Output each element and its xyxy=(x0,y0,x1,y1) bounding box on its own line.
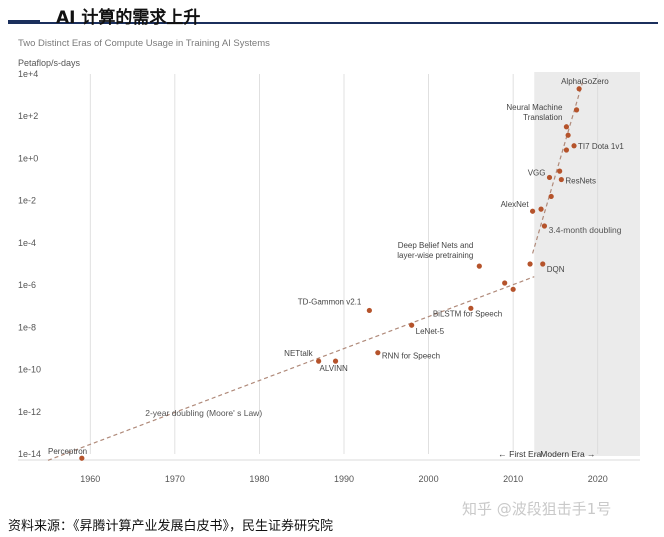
point-label: AlphaGoZero xyxy=(561,77,609,86)
chart-title: Two Distinct Eras of Compute Usage in Tr… xyxy=(18,38,270,49)
data-point xyxy=(565,132,571,138)
point-label: TI7 Dota 1v1 xyxy=(578,142,624,151)
y-tick-label: 1e-14 xyxy=(18,449,41,459)
point-label: TD-Gammon v2.1 xyxy=(298,297,362,306)
data-point xyxy=(332,358,339,364)
data-point xyxy=(366,307,372,314)
data-point xyxy=(563,147,570,153)
y-tick-label: 1e-4 xyxy=(18,238,36,248)
source-note: 资料来源：《昇腾计算产业发展白皮书》，民生证券研究院 xyxy=(8,519,334,534)
data-point xyxy=(548,193,554,200)
watermark: 知乎 @波段狙击手1号 xyxy=(462,500,612,518)
y-tick-label: 1e+0 xyxy=(18,153,38,163)
data-point xyxy=(468,305,474,311)
header-rule xyxy=(8,22,658,24)
data-point xyxy=(409,322,415,328)
y-tick-label: 1e-10 xyxy=(18,365,41,375)
data-point xyxy=(316,358,322,364)
data-point xyxy=(571,143,577,149)
data-point xyxy=(502,280,508,286)
moores-law-label: 2-year doubling (Moore' s Law) xyxy=(145,408,262,418)
point-label: ResNets xyxy=(565,177,596,186)
data-point xyxy=(540,261,546,267)
point-label: LeNet-5 xyxy=(416,327,445,336)
point-label: DQN xyxy=(547,265,565,274)
data-point xyxy=(476,263,482,269)
point-label: AlexNet xyxy=(501,200,530,209)
data-point xyxy=(558,176,564,183)
x-tick-label: 1990 xyxy=(334,474,354,484)
data-point xyxy=(510,286,516,292)
report-header: AI 计算的需求上升 xyxy=(0,0,664,28)
x-tick-label: 2000 xyxy=(419,474,439,484)
modern-trend-label: 3.4-month doubling xyxy=(549,225,622,235)
point-label: VGG xyxy=(528,168,546,177)
modern-era-label: Modern Era → xyxy=(540,449,595,459)
data-point xyxy=(375,350,381,356)
y-tick-label: 1e-2 xyxy=(18,196,36,206)
data-point xyxy=(529,208,536,214)
point-label: Deep Belief Nets and layer-wise pretraini… xyxy=(397,241,473,260)
data-point xyxy=(527,261,533,267)
point-label: ALVINN xyxy=(320,364,349,373)
section-title: AI 计算的需求上升 xyxy=(56,8,201,28)
first-era-label: ← First Era xyxy=(498,449,541,459)
y-axis-label: Petaflop/s-days xyxy=(18,58,81,68)
x-tick-label: 1960 xyxy=(80,474,100,484)
data-point xyxy=(541,223,548,229)
x-tick-label: 1970 xyxy=(165,474,185,484)
x-tick-label: 2010 xyxy=(503,474,523,484)
x-tick-label: 2020 xyxy=(588,474,608,484)
point-label: Perceptron xyxy=(48,447,87,456)
data-point xyxy=(576,86,582,92)
data-point xyxy=(79,455,85,461)
data-point xyxy=(557,168,563,174)
data-point xyxy=(563,124,570,130)
data-point xyxy=(573,107,580,113)
y-tick-label: 1e+4 xyxy=(18,69,38,79)
modern-trend-line xyxy=(532,82,584,254)
data-point xyxy=(546,174,553,181)
point-label: BiLSTM for Speech xyxy=(433,309,502,318)
moores-law-trend-line xyxy=(47,276,535,461)
point-label: Neural Machine Translation xyxy=(506,103,563,122)
y-tick-label: 1e+2 xyxy=(18,111,38,121)
data-point xyxy=(538,206,544,212)
point-label: RNN for Speech xyxy=(382,352,440,361)
x-tick-label: 1980 xyxy=(249,474,269,484)
y-tick-label: 1e-12 xyxy=(18,407,41,417)
point-label: NETtalk xyxy=(284,349,313,358)
modern-era-band xyxy=(534,72,640,456)
y-tick-label: 1e-8 xyxy=(18,322,36,332)
y-tick-label: 1e-6 xyxy=(18,280,36,290)
compute-usage-chart: Two Distinct Eras of Compute Usage in Tr… xyxy=(18,38,640,484)
